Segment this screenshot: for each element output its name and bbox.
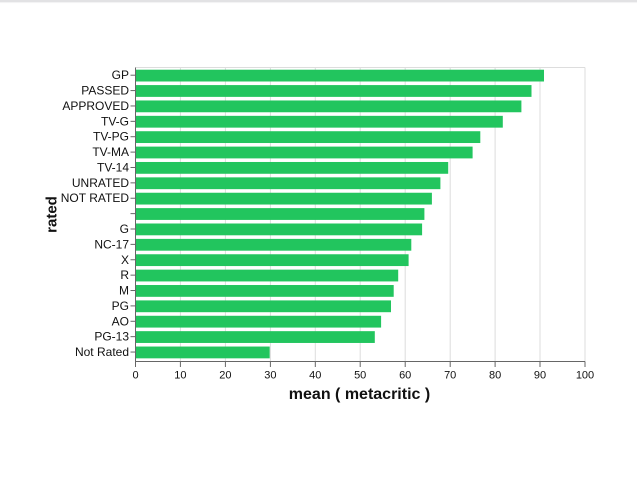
svg-text:40: 40 [309, 369, 321, 381]
svg-text:10: 10 [174, 369, 186, 381]
svg-text:20: 20 [219, 369, 231, 381]
svg-text:0: 0 [132, 369, 138, 381]
svg-text:APPROVED: APPROVED [62, 99, 129, 113]
svg-text:rated: rated [43, 196, 60, 233]
svg-text:30: 30 [264, 369, 276, 381]
svg-text:70: 70 [444, 369, 456, 381]
svg-text:TV-G: TV-G [101, 114, 129, 128]
svg-text:PASSED: PASSED [81, 84, 129, 98]
svg-text:80: 80 [489, 369, 501, 381]
svg-text:TV-PG: TV-PG [93, 130, 129, 144]
svg-text:M: M [119, 284, 129, 298]
svg-text:60: 60 [399, 369, 411, 381]
svg-text:NOT RATED: NOT RATED [61, 191, 130, 205]
svg-text:90: 90 [534, 369, 546, 381]
svg-text:mean ( metacritic ): mean ( metacritic ) [289, 386, 430, 403]
svg-text:100: 100 [576, 369, 594, 381]
svg-text:50: 50 [354, 369, 366, 381]
svg-text:GP: GP [112, 68, 129, 82]
svg-text:X: X [121, 253, 129, 267]
svg-text:G: G [120, 222, 129, 236]
svg-text:Not Rated: Not Rated [75, 345, 129, 359]
svg-text:R: R [120, 268, 129, 282]
svg-text:PG-13: PG-13 [94, 330, 129, 344]
svg-text:NC-17: NC-17 [94, 237, 129, 251]
svg-text:TV-MA: TV-MA [92, 145, 129, 159]
svg-text:TV-14: TV-14 [97, 160, 129, 174]
svg-text:PG: PG [112, 299, 129, 313]
svg-text:UNRATED: UNRATED [72, 176, 129, 190]
svg-text:AO: AO [112, 314, 129, 328]
